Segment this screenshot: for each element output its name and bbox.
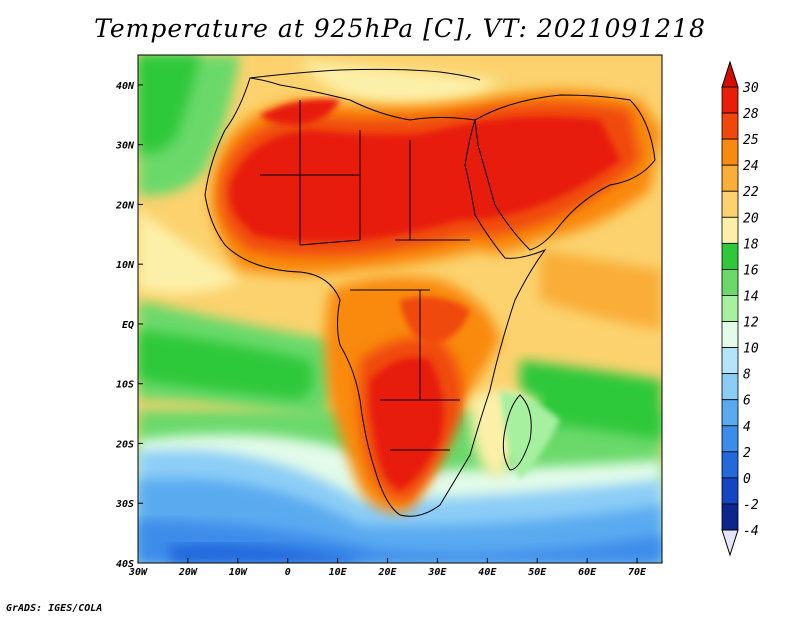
- colorbar-level-label: 4: [743, 420, 751, 435]
- lat-tick-label: 30N: [115, 141, 135, 152]
- colorbar-level-label: 16: [743, 263, 759, 278]
- colorbar-swatch: [721, 164, 739, 192]
- lon-tick-label: 10E: [329, 567, 348, 578]
- lat-tick-label: 10N: [116, 260, 135, 271]
- colorbar-swatch: [721, 503, 739, 531]
- coastlines: [204, 68, 656, 517]
- colorbar-level-label: 0: [743, 472, 751, 487]
- colorbar-level-label: 30: [742, 81, 759, 96]
- colorbar-level-label: 8: [743, 368, 751, 383]
- colorbar-swatch: [721, 347, 739, 375]
- colorbar-level-label: 12: [743, 316, 759, 331]
- colorbar-swatch: [721, 451, 739, 479]
- colorbar-level-label: 28: [743, 107, 759, 122]
- colorbar-swatch: [721, 112, 739, 140]
- lon-tick-label: 30E: [427, 567, 447, 578]
- colorbar-swatch: [721, 216, 739, 244]
- colorbar-swatch: [721, 269, 739, 296]
- colorbar-level-label: 10: [743, 342, 759, 357]
- lon-tick-label: 0: [285, 567, 291, 578]
- colorbar-swatch: [721, 295, 739, 322]
- colorbar-bottom-arrow: [721, 529, 739, 557]
- lon-tick-label: 60E: [578, 567, 597, 578]
- colorbar-level-label: 14: [743, 289, 759, 304]
- colorbar-level-label: 24: [743, 159, 759, 174]
- colorbar-swatch: [721, 399, 739, 427]
- lat-tick-label: 40N: [116, 81, 135, 92]
- colorbar-swatch: [721, 190, 739, 218]
- lon-tick-label: 10W: [229, 567, 248, 578]
- colorbar-level-label: 25: [743, 133, 759, 148]
- lat-tick-label: 30S: [115, 499, 134, 510]
- map-title: Temperature at 925hPa [C], VT: 202109121…: [94, 14, 706, 43]
- lat-tick-label: 10S: [116, 380, 134, 391]
- lat-tick-label: 40S: [116, 559, 134, 570]
- colorbar-level-label: -2: [743, 498, 759, 513]
- colorbar-level-label: 22: [743, 185, 759, 200]
- lon-tick-label: 50E: [528, 567, 547, 578]
- colorbar-swatch: [721, 242, 739, 270]
- lon-tick-label: 40E: [478, 567, 497, 578]
- axis-ticks: 30W 20W 10W 0 10E 20E 30E 40E 50E 60E 70E 40N 30N 20N…: [115, 81, 647, 578]
- lat-tick-label: EQ: [122, 320, 134, 331]
- colorbar-swatch: [721, 321, 739, 348]
- colorbar-level-label: -4: [743, 524, 759, 539]
- map-frame: [137, 54, 663, 564]
- colorbar-level-label: 6: [743, 394, 751, 409]
- colorbar-swatch: [721, 86, 739, 114]
- colorbar-level-label: 20: [743, 211, 759, 226]
- lon-tick-label: 70E: [628, 567, 647, 578]
- lon-tick-label: 20W: [178, 567, 198, 578]
- lat-tick-label: 20N: [115, 200, 135, 211]
- colorbar-level-label: 18: [743, 237, 759, 252]
- colorbar-swatch: [721, 138, 739, 166]
- colorbar-level-label: 2: [743, 446, 751, 461]
- colorbar-swatch: [721, 425, 739, 453]
- lon-tick-label: 20E: [377, 567, 397, 578]
- grads-credit: GrADS: IGES/COLA: [6, 603, 103, 614]
- lat-tick-label: 20S: [115, 439, 134, 450]
- colorbar-swatch: [721, 477, 739, 505]
- lon-tick-label: 30W: [128, 567, 148, 578]
- temperature-field: [138, 55, 662, 563]
- colorbar-swatch: [721, 373, 739, 401]
- colorbar-top-arrow: [721, 60, 739, 88]
